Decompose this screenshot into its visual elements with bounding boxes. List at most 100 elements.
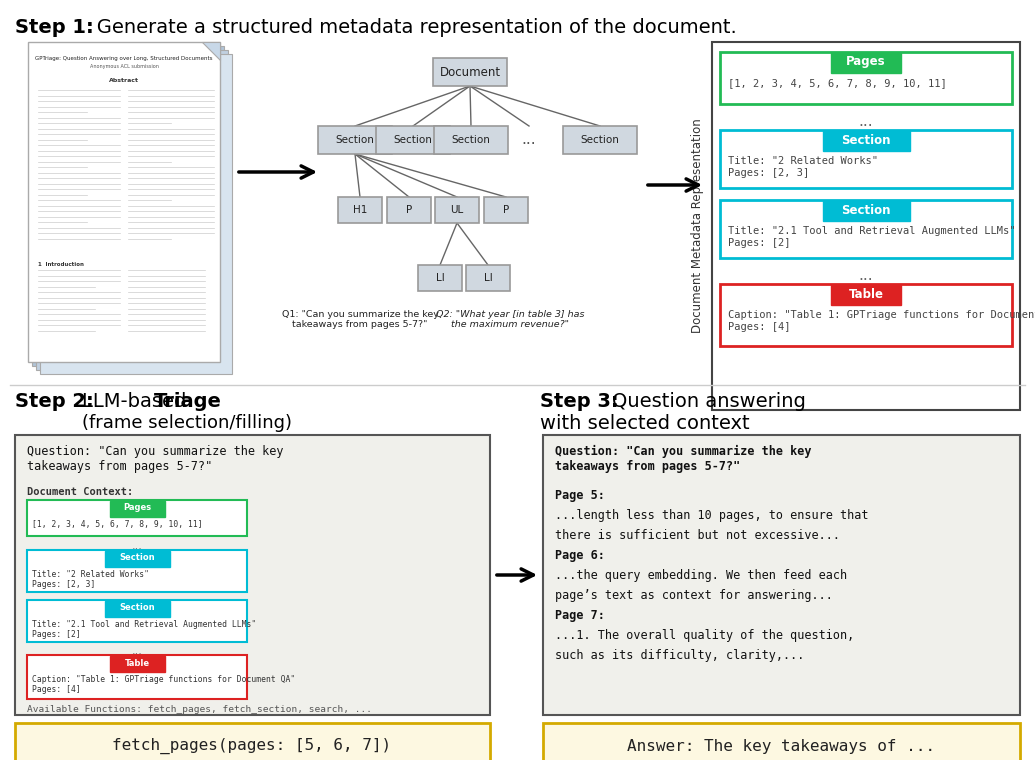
Polygon shape bbox=[202, 42, 220, 60]
Text: Title: "2 Related Works"
Pages: [2, 3]: Title: "2 Related Works" Pages: [2, 3] bbox=[32, 570, 149, 590]
Text: Page 7:: Page 7: bbox=[555, 609, 604, 622]
Text: Answer: The key takeaways of ...: Answer: The key takeaways of ... bbox=[627, 739, 935, 753]
Bar bbox=[27, 600, 247, 642]
Text: Q1: "Can you summarize the key
takeaways from pages 5-7?": Q1: "Can you summarize the key takeaways… bbox=[282, 310, 439, 329]
Bar bbox=[36, 50, 228, 370]
Bar bbox=[110, 501, 165, 517]
Text: P: P bbox=[406, 205, 412, 215]
Text: fetch_pages(pages: [5, 6, 7]): fetch_pages(pages: [5, 6, 7]) bbox=[113, 738, 391, 754]
Text: Step 1:: Step 1: bbox=[14, 18, 94, 37]
Text: Question: "Can you summarize the key
takeaways from pages 5-7?": Question: "Can you summarize the key tak… bbox=[555, 445, 811, 473]
Bar bbox=[376, 126, 450, 154]
Text: there is sufficient but not excessive...: there is sufficient but not excessive... bbox=[555, 529, 840, 542]
Text: Section: Section bbox=[335, 135, 375, 145]
Text: Section: Section bbox=[841, 134, 891, 147]
Text: LLM-based: LLM-based bbox=[82, 392, 193, 411]
Bar bbox=[14, 435, 490, 715]
Text: Table: Table bbox=[124, 658, 150, 667]
Bar bbox=[712, 42, 1021, 410]
Text: with selected context: with selected context bbox=[540, 414, 749, 433]
Text: P: P bbox=[503, 205, 509, 215]
Bar bbox=[27, 550, 247, 592]
Bar bbox=[484, 197, 528, 223]
Text: ...the query embedding. We then feed each: ...the query embedding. We then feed eac… bbox=[555, 569, 847, 582]
Text: Question answering: Question answering bbox=[612, 392, 806, 411]
Text: Step 2:: Step 2: bbox=[14, 392, 94, 411]
Bar bbox=[27, 500, 247, 536]
Bar bbox=[831, 53, 901, 73]
Bar bbox=[563, 126, 637, 154]
Bar bbox=[338, 197, 382, 223]
Text: Section: Section bbox=[581, 135, 619, 145]
Bar bbox=[720, 52, 1012, 104]
Bar bbox=[720, 284, 1012, 346]
Text: Document Context:: Document Context: bbox=[27, 487, 134, 497]
Text: Section: Section bbox=[841, 204, 891, 217]
Text: ...: ... bbox=[859, 114, 874, 129]
Bar bbox=[110, 656, 165, 672]
Text: ...: ... bbox=[131, 646, 143, 656]
Text: Pages: Pages bbox=[123, 504, 151, 512]
Text: ...length less than 10 pages, to ensure that: ...length less than 10 pages, to ensure … bbox=[555, 509, 868, 522]
Bar bbox=[418, 265, 462, 291]
Bar bbox=[435, 197, 479, 223]
Text: page’s text as context for answering...: page’s text as context for answering... bbox=[555, 589, 833, 602]
Text: Caption: "Table 1: GPTriage functions for Document QA"
Pages: [4]: Caption: "Table 1: GPTriage functions fo… bbox=[728, 310, 1035, 331]
Text: Step 3:: Step 3: bbox=[540, 392, 619, 411]
Text: GPTriage: Question Answering over Long, Structured Documents: GPTriage: Question Answering over Long, … bbox=[35, 56, 213, 61]
Text: Title: "2.1 Tool and Retrieval Augmented LLMs"
Pages: [2]: Title: "2.1 Tool and Retrieval Augmented… bbox=[728, 226, 1015, 248]
Text: ...: ... bbox=[131, 541, 143, 551]
Bar bbox=[543, 723, 1021, 760]
Bar bbox=[14, 723, 490, 760]
Bar bbox=[720, 200, 1012, 258]
Bar bbox=[318, 126, 392, 154]
Bar bbox=[387, 197, 431, 223]
Text: Caption: "Table 1: GPTriage functions for Document QA"
Pages: [4]: Caption: "Table 1: GPTriage functions fo… bbox=[32, 675, 295, 695]
Text: Anonymous ACL submission: Anonymous ACL submission bbox=[90, 64, 158, 69]
Bar bbox=[466, 265, 510, 291]
Text: Page 6:: Page 6: bbox=[555, 549, 604, 562]
Bar bbox=[105, 601, 170, 617]
Text: LI: LI bbox=[483, 273, 493, 283]
Text: Section: Section bbox=[393, 135, 433, 145]
Text: ...1. The overall quality of the question,: ...1. The overall quality of the questio… bbox=[555, 629, 854, 642]
Text: Section: Section bbox=[119, 553, 155, 562]
Bar bbox=[823, 201, 910, 221]
Text: Table: Table bbox=[849, 287, 884, 300]
Text: Abstract: Abstract bbox=[109, 78, 139, 83]
Text: Generate a structured metadata representation of the document.: Generate a structured metadata represent… bbox=[78, 18, 737, 37]
Text: Available Functions: fetch_pages, fetch_section, search, ...: Available Functions: fetch_pages, fetch_… bbox=[27, 705, 372, 714]
Text: UL: UL bbox=[450, 205, 464, 215]
Bar bbox=[434, 126, 508, 154]
Text: Document: Document bbox=[440, 65, 501, 78]
Bar bbox=[433, 58, 507, 86]
Bar bbox=[40, 54, 232, 374]
Text: Question: "Can you summarize the key
takeaways from pages 5-7?": Question: "Can you summarize the key tak… bbox=[27, 445, 284, 473]
Text: (frame selection/filling): (frame selection/filling) bbox=[82, 414, 292, 432]
Bar bbox=[27, 655, 247, 699]
Text: 1  Introduction: 1 Introduction bbox=[38, 262, 84, 267]
Bar bbox=[543, 435, 1021, 715]
Text: Document Metadata Representation: Document Metadata Representation bbox=[691, 119, 705, 334]
Text: [1, 2, 3, 4, 5, 6, 7, 8, 9, 10, 11]: [1, 2, 3, 4, 5, 6, 7, 8, 9, 10, 11] bbox=[728, 78, 947, 88]
Text: Q2: "What year [in table 3] has
the maximum revenue?": Q2: "What year [in table 3] has the maxi… bbox=[436, 310, 584, 329]
Text: Triage: Triage bbox=[154, 392, 221, 411]
Text: H1: H1 bbox=[353, 205, 367, 215]
Text: Title: "2 Related Works"
Pages: [2, 3]: Title: "2 Related Works" Pages: [2, 3] bbox=[728, 156, 878, 178]
Text: ...: ... bbox=[522, 132, 536, 147]
Bar bbox=[32, 46, 224, 366]
Text: such as its difficulty, clarity,...: such as its difficulty, clarity,... bbox=[555, 649, 804, 662]
Text: ...: ... bbox=[859, 268, 874, 283]
Text: Section: Section bbox=[119, 603, 155, 613]
Bar bbox=[831, 285, 901, 305]
Bar bbox=[105, 551, 170, 567]
Bar bbox=[720, 130, 1012, 188]
Text: [1, 2, 3, 4, 5, 6, 7, 8, 9, 10, 11]: [1, 2, 3, 4, 5, 6, 7, 8, 9, 10, 11] bbox=[32, 520, 203, 529]
Text: Section: Section bbox=[451, 135, 491, 145]
Text: LI: LI bbox=[436, 273, 444, 283]
Text: Pages: Pages bbox=[847, 55, 886, 68]
Bar bbox=[28, 42, 220, 362]
Text: Title: "2.1 Tool and Retrieval Augmented LLMs"
Pages: [2]: Title: "2.1 Tool and Retrieval Augmented… bbox=[32, 620, 257, 639]
Text: Page 5:: Page 5: bbox=[555, 489, 604, 502]
Bar bbox=[823, 131, 910, 151]
